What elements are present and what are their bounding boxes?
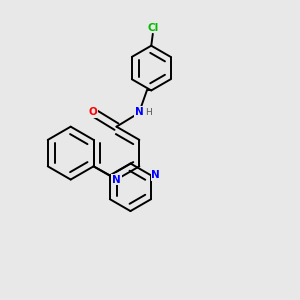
Text: O: O bbox=[88, 107, 97, 117]
Text: N: N bbox=[135, 107, 144, 117]
Text: N: N bbox=[152, 170, 160, 180]
Text: Cl: Cl bbox=[147, 23, 158, 33]
Text: N: N bbox=[112, 175, 121, 184]
Text: H: H bbox=[145, 108, 152, 117]
